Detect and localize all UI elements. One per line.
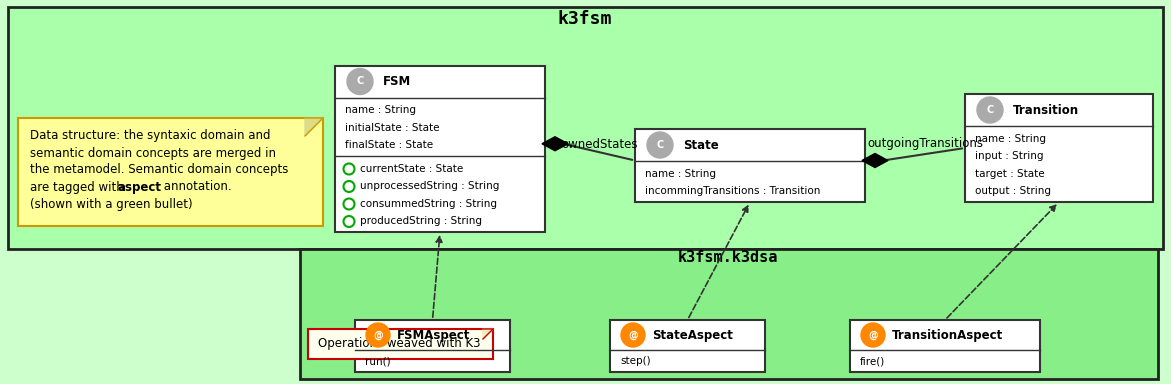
Circle shape [347, 68, 374, 94]
Text: Operations weaved with K3: Operations weaved with K3 [319, 338, 480, 351]
Text: consummedString : String: consummedString : String [359, 199, 497, 209]
Text: input : String: input : String [975, 152, 1043, 162]
Polygon shape [542, 137, 568, 151]
Text: name : String: name : String [345, 106, 416, 116]
Text: (shown with a green bullet): (shown with a green bullet) [30, 197, 192, 210]
Text: step(): step() [619, 356, 651, 366]
Text: C: C [986, 105, 994, 115]
Text: k3fsm: k3fsm [557, 10, 612, 28]
FancyBboxPatch shape [300, 249, 1158, 379]
Polygon shape [304, 118, 323, 136]
Text: @: @ [628, 330, 638, 340]
Text: name : String: name : String [645, 169, 715, 179]
Text: finalState : State: finalState : State [345, 141, 433, 151]
Text: the metamodel. Semantic domain concepts: the metamodel. Semantic domain concepts [30, 164, 288, 177]
Text: StateAspect: StateAspect [652, 328, 733, 341]
Text: semantic domain concepts are merged in: semantic domain concepts are merged in [30, 147, 276, 159]
Text: initialState : State: initialState : State [345, 123, 439, 133]
Text: unprocessedString : String: unprocessedString : String [359, 182, 499, 192]
Text: annotation.: annotation. [160, 180, 232, 194]
FancyBboxPatch shape [610, 320, 765, 372]
Text: Data structure: the syntaxic domain and: Data structure: the syntaxic domain and [30, 129, 271, 142]
Text: C: C [657, 140, 664, 150]
Text: incommingTransitions : Transition: incommingTransitions : Transition [645, 187, 821, 197]
Circle shape [861, 323, 885, 347]
Text: producedString : String: producedString : String [359, 217, 482, 227]
Text: aspect: aspect [117, 180, 160, 194]
Circle shape [367, 323, 390, 347]
Circle shape [977, 97, 1004, 123]
Circle shape [648, 132, 673, 158]
Text: C: C [356, 76, 364, 86]
Text: TransitionAspect: TransitionAspect [892, 328, 1004, 341]
Text: State: State [683, 139, 719, 152]
Text: ownedStates: ownedStates [562, 137, 638, 151]
Text: are tagged with: are tagged with [30, 180, 124, 194]
Text: name : String: name : String [975, 134, 1046, 144]
Text: FSM: FSM [383, 75, 411, 88]
FancyBboxPatch shape [355, 320, 511, 372]
Text: @: @ [374, 330, 383, 340]
FancyBboxPatch shape [308, 329, 493, 359]
Polygon shape [862, 154, 888, 167]
Text: FSMAspect: FSMAspect [397, 328, 471, 341]
FancyBboxPatch shape [8, 7, 1163, 249]
Text: output : String: output : String [975, 187, 1052, 197]
Text: @: @ [868, 330, 878, 340]
Circle shape [621, 323, 645, 347]
FancyBboxPatch shape [635, 129, 865, 202]
Text: outgoingTransitions: outgoingTransitions [867, 137, 982, 151]
FancyBboxPatch shape [850, 320, 1040, 372]
FancyBboxPatch shape [18, 118, 323, 226]
Polygon shape [482, 329, 493, 339]
Text: currentState : State: currentState : State [359, 164, 464, 174]
Text: fire(): fire() [860, 356, 885, 366]
Text: k3fsm.k3dsa: k3fsm.k3dsa [678, 250, 779, 265]
FancyBboxPatch shape [965, 94, 1153, 202]
FancyBboxPatch shape [335, 66, 545, 232]
Text: Transition: Transition [1013, 104, 1080, 116]
Text: run(): run() [365, 356, 391, 366]
Text: target : State: target : State [975, 169, 1045, 179]
